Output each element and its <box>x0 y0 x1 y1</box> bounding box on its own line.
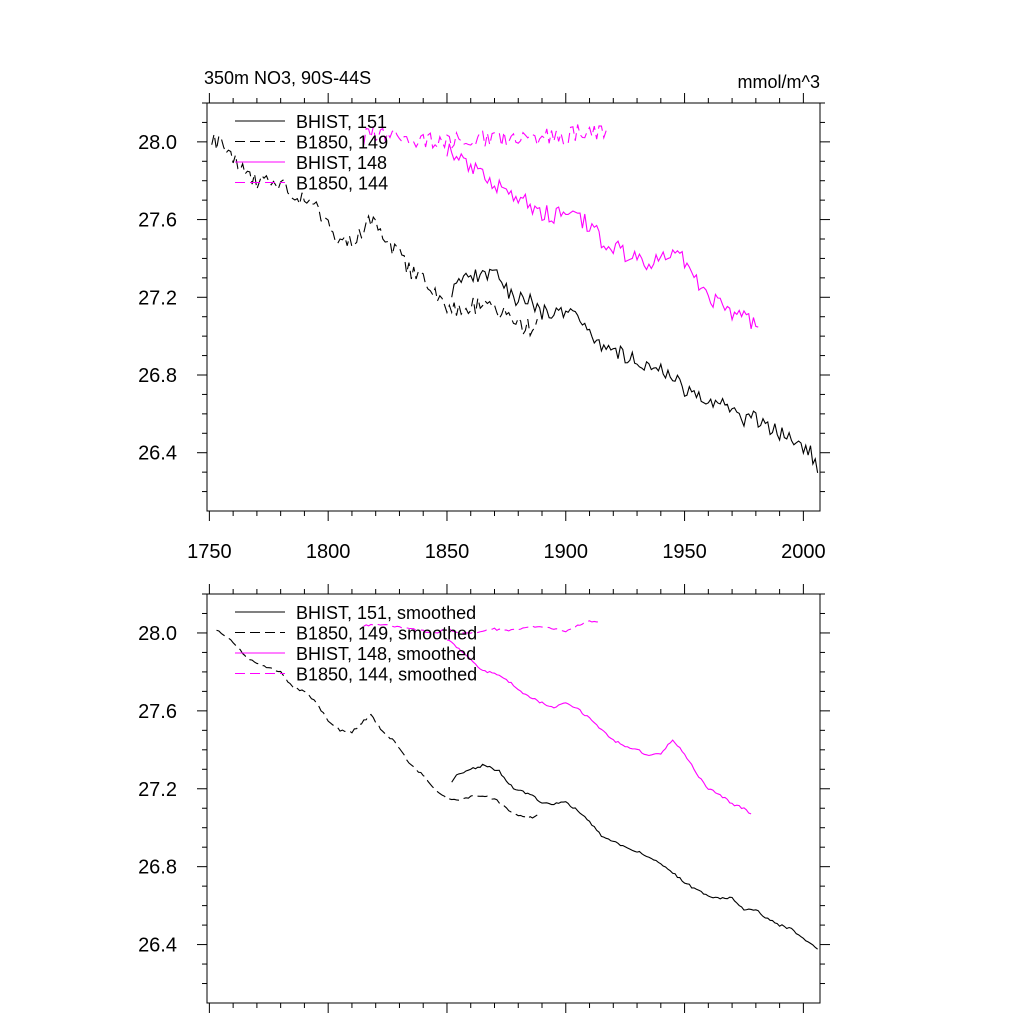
x-tick-label: 1750 <box>187 541 232 563</box>
y-tick-label: 27.6 <box>138 701 177 723</box>
x-tick-label: 2000 <box>781 541 826 563</box>
x-tick-label: 1800 <box>306 541 351 563</box>
series-line <box>451 763 818 950</box>
x-tick-label: 1950 <box>662 541 707 563</box>
y-tick-label: 26.4 <box>138 443 177 465</box>
bottom-panel: 26.4 26.8 27.2 27.6 28.0 BHIST, 151, smoothed… <box>138 584 830 1013</box>
legend-label: B1850, 149 <box>296 133 388 153</box>
series-line <box>451 268 819 473</box>
y-tick-label: 27.2 <box>138 779 177 801</box>
y-tick-label: 28.0 <box>138 132 177 154</box>
y-tick-label: 27.2 <box>138 287 177 309</box>
series-line <box>363 619 602 634</box>
y-tick-label: 26.8 <box>138 857 177 879</box>
series-line <box>446 639 752 815</box>
legend-label: B1850, 149, smoothed <box>296 624 477 644</box>
legend-label: BHIST, 151 <box>296 112 387 132</box>
y-tick-label: 28.0 <box>138 623 177 645</box>
legend-label: BHIST, 148, smoothed <box>296 644 476 664</box>
series-line <box>216 629 538 820</box>
legend-label: B1850, 144 <box>296 174 388 194</box>
legend-label: B1850, 144, smoothed <box>296 665 477 685</box>
y-tick-label: 26.4 <box>138 935 177 957</box>
series-line <box>211 133 538 338</box>
plot-frame <box>206 102 821 512</box>
legend-label: BHIST, 151, smoothed <box>296 603 476 623</box>
series-line <box>446 143 759 329</box>
series-line <box>363 124 607 150</box>
chart-title: 350m NO3, 90S-44S <box>204 68 371 88</box>
legend-label: BHIST, 148 <box>296 153 387 173</box>
top-panel: 1750 1800 1850 1900 1950 2000 26.4 26.8 27.2 27.6… <box>138 93 830 563</box>
units-label: mmol/m^3 <box>738 72 820 92</box>
y-tick-label: 27.6 <box>138 210 177 232</box>
x-tick-label: 1900 <box>544 541 589 563</box>
x-tick-label: 1850 <box>425 541 470 563</box>
plot-frame <box>206 593 821 1004</box>
y-tick-label: 26.8 <box>138 365 177 387</box>
